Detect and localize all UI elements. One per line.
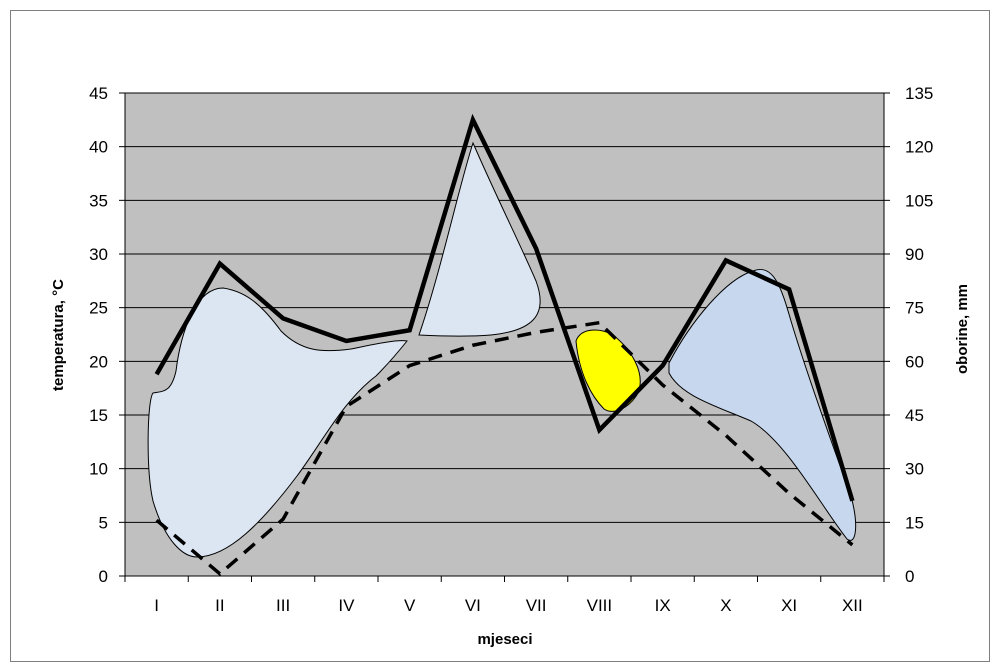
axes [124, 93, 885, 582]
y2-tick-label: 15 [905, 513, 924, 532]
x-tick-label: XI [781, 596, 797, 615]
chart-frame: 0 5 10 15 20 25 30 35 40 45 0 15 30 45 60 75 90 105 120 13… [10, 10, 990, 662]
x-tick-label: II [215, 596, 224, 615]
x-tick-label: VI [465, 596, 481, 615]
y-tick-label: 45 [89, 84, 108, 103]
y2-tick-label: 105 [905, 191, 933, 210]
x-axis-ticks: I II III IV V VI VII VIII IX X XI XII [154, 596, 863, 615]
y2-tick-label: 135 [905, 84, 933, 103]
y2-tick-label: 45 [905, 406, 924, 425]
y2-tick-label: 60 [905, 352, 924, 371]
x-tick-label: VII [526, 596, 547, 615]
y-tick-label: 15 [89, 406, 108, 425]
x-tick-label: IX [655, 596, 671, 615]
x-tick-label: III [276, 596, 290, 615]
y-tick-label: 0 [99, 567, 108, 586]
x-axis-title: mjeseci [477, 631, 532, 648]
y-tick-label: 30 [89, 245, 108, 264]
series-lines [154, 113, 855, 577]
y-tick-label: 35 [89, 191, 108, 210]
y-axis-title: temperatura, °C [50, 279, 67, 391]
y-tick-label: 40 [89, 138, 108, 157]
x-tick-label: XII [842, 596, 863, 615]
y-tick-label: 25 [89, 299, 108, 318]
y2-axis-ticks: 0 15 30 45 60 75 90 105 120 135 [884, 84, 933, 586]
solid-series-line [154, 113, 855, 502]
y-axis-ticks: 0 5 10 15 20 25 30 35 40 45 [89, 84, 125, 586]
y2-tick-label: 30 [905, 460, 924, 479]
x-tick-label: IV [338, 596, 355, 615]
dashed-series-line [155, 320, 854, 577]
y2-tick-label: 75 [905, 299, 924, 318]
y-tick-label: 10 [89, 460, 108, 479]
area-fills [147, 141, 857, 558]
climate-chart: 0 5 10 15 20 25 30 35 40 45 0 15 30 45 60 75 90 105 120 13… [50, 84, 971, 648]
x-tick-label: VIII [587, 596, 613, 615]
y2-tick-label: 120 [905, 138, 933, 157]
y-tick-label: 20 [89, 352, 108, 371]
x-tick-label: X [720, 596, 731, 615]
x-tick-label: V [404, 596, 416, 615]
humid-area-1 [147, 287, 408, 558]
y-tick-label: 5 [99, 513, 108, 532]
y2-tick-label: 0 [905, 567, 914, 586]
humid-area-2 [418, 141, 541, 337]
y2-axis-title: oborine, mm [954, 284, 971, 374]
x-tick-label: I [154, 596, 159, 615]
y2-tick-label: 90 [905, 245, 924, 264]
